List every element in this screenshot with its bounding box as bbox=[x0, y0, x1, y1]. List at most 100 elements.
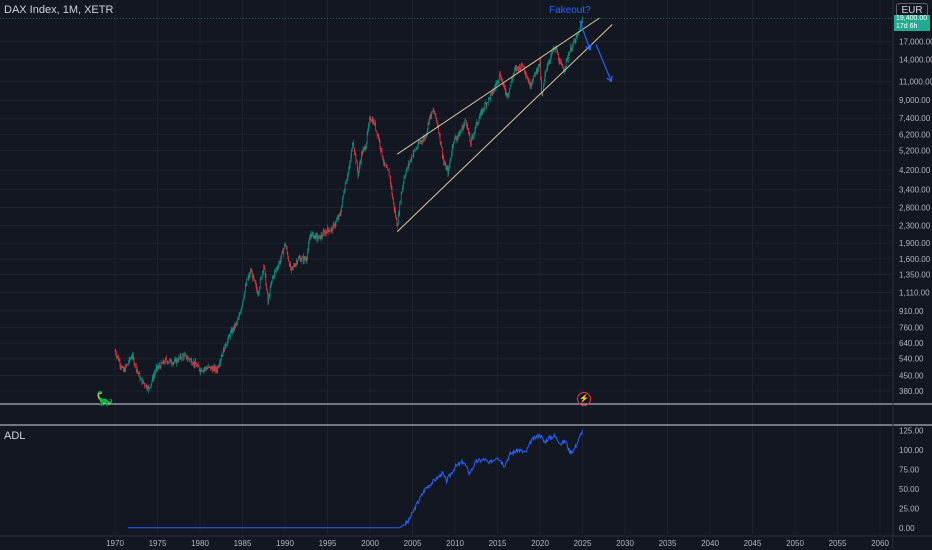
candle-body bbox=[182, 354, 184, 356]
candle-body bbox=[152, 376, 154, 379]
candle-body bbox=[530, 85, 532, 87]
candle-body bbox=[241, 306, 243, 309]
symbol-legend[interactable]: DAX Index, 1M, XETR bbox=[4, 4, 114, 16]
candle-body bbox=[434, 113, 436, 114]
candle-body bbox=[368, 119, 370, 125]
candle-body bbox=[512, 75, 514, 79]
arrow-head bbox=[585, 45, 591, 51]
candle-body bbox=[145, 384, 147, 387]
tradingview-dino-icon[interactable]: 🦕 bbox=[96, 390, 114, 406]
candle-body bbox=[544, 74, 546, 80]
candle-body bbox=[356, 161, 358, 170]
candle-body bbox=[360, 161, 362, 163]
candle-body bbox=[392, 194, 393, 199]
candle-body bbox=[266, 285, 267, 290]
candle-body bbox=[172, 363, 173, 365]
candle-body bbox=[441, 146, 443, 156]
candle-body bbox=[422, 141, 423, 142]
candle-body bbox=[290, 263, 291, 270]
candle-body bbox=[334, 224, 336, 227]
wedge-trendlines[interactable] bbox=[396, 17, 613, 233]
time-tick-label: 2040 bbox=[701, 539, 719, 548]
candle-body bbox=[282, 251, 284, 254]
candle-body bbox=[134, 364, 136, 366]
candle-body bbox=[429, 116, 430, 123]
candle-body bbox=[577, 33, 579, 35]
candle-body bbox=[245, 286, 246, 292]
candle-body bbox=[495, 86, 496, 88]
candle-body bbox=[157, 366, 158, 369]
candle-body bbox=[395, 210, 396, 217]
candle-body bbox=[421, 140, 423, 142]
candle-body bbox=[228, 335, 230, 337]
candle-body bbox=[559, 61, 561, 64]
candle-body bbox=[191, 359, 192, 364]
candle-body bbox=[332, 227, 333, 231]
candle-body bbox=[218, 366, 219, 368]
candle-body bbox=[128, 362, 129, 364]
candle-body bbox=[155, 367, 157, 372]
candle-body bbox=[190, 359, 192, 360]
candle-body bbox=[343, 193, 345, 196]
candle-body bbox=[459, 132, 461, 137]
candle-body bbox=[508, 92, 510, 96]
candle-body bbox=[247, 277, 249, 280]
candle-body bbox=[419, 142, 421, 143]
candle-body bbox=[436, 120, 438, 125]
candle-body bbox=[259, 287, 260, 292]
candle-body bbox=[164, 358, 166, 364]
candle-body bbox=[135, 364, 136, 366]
candle-body bbox=[519, 65, 520, 70]
candle-body bbox=[330, 230, 331, 232]
candle-body bbox=[173, 362, 175, 363]
candle-body bbox=[181, 354, 183, 359]
candle-body bbox=[363, 148, 364, 150]
lightning-event-icon[interactable]: ⚡ bbox=[577, 392, 591, 406]
candle-body bbox=[515, 67, 517, 69]
candle-body bbox=[419, 142, 420, 144]
candle-body bbox=[315, 234, 317, 240]
candle-body bbox=[509, 88, 510, 93]
candle-body bbox=[416, 148, 418, 149]
candle-body bbox=[497, 81, 499, 83]
candle-body bbox=[252, 272, 253, 279]
candle-body bbox=[422, 139, 424, 142]
candle-body bbox=[137, 369, 138, 372]
candle-body bbox=[571, 48, 573, 51]
candle-body bbox=[277, 267, 279, 269]
candle-body bbox=[366, 142, 367, 149]
candle-body bbox=[510, 81, 512, 86]
candle-body bbox=[215, 367, 217, 370]
wedge-line bbox=[396, 17, 600, 155]
indicator-legend[interactable]: ADL bbox=[4, 430, 26, 442]
candle-body bbox=[135, 364, 137, 371]
candle-body bbox=[549, 60, 551, 62]
candle-body bbox=[375, 123, 376, 130]
candle-body bbox=[529, 81, 530, 84]
projection-arrows[interactable] bbox=[579, 20, 613, 83]
candle-body bbox=[538, 64, 540, 66]
adl-tick-label: 0.00 bbox=[899, 524, 915, 533]
candle-body bbox=[333, 223, 335, 225]
candle-body bbox=[466, 123, 468, 128]
candle-body bbox=[261, 276, 262, 278]
candle-body bbox=[257, 294, 259, 295]
candle-body bbox=[517, 66, 519, 68]
candle-body bbox=[444, 162, 445, 165]
candle-body bbox=[402, 186, 403, 192]
candle-body bbox=[297, 260, 299, 263]
candle-body bbox=[133, 354, 134, 359]
candle-body bbox=[480, 112, 481, 117]
fakeout-annotation[interactable]: Fakeout? bbox=[549, 5, 591, 16]
candle-body bbox=[247, 279, 248, 280]
candle-body bbox=[295, 263, 296, 267]
price-tick-label: 9,000.00 bbox=[899, 96, 931, 105]
candle-body bbox=[316, 234, 318, 236]
candle-body bbox=[232, 328, 234, 331]
time-tick-label: 2020 bbox=[531, 539, 549, 548]
price-tick-label: 5,200.00 bbox=[899, 147, 931, 156]
candle-body bbox=[356, 161, 357, 163]
candle-body bbox=[250, 271, 252, 273]
candle-body bbox=[294, 266, 296, 267]
